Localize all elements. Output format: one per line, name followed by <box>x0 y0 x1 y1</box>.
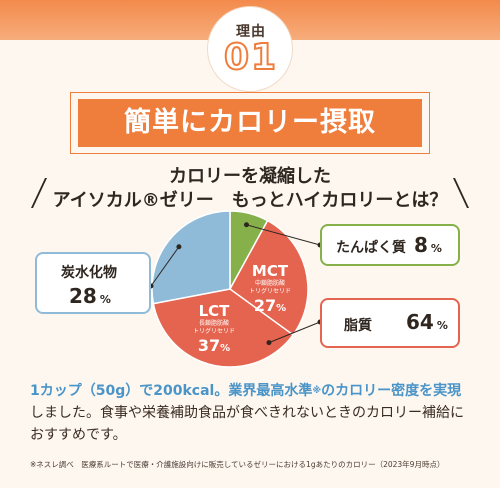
fat-label: 脂質 <box>344 318 372 334</box>
fat-divider <box>229 288 294 336</box>
leader-dot <box>176 244 182 250</box>
fat-callout: 脂質 64% <box>320 298 460 348</box>
reason-label: 理由 <box>236 24 266 40</box>
title-bar: 簡単にカロリー摂取 <box>78 99 422 147</box>
protein-label: たんぱく質 <box>336 240 406 256</box>
description-rest: しました。食事や栄養補助食品が食べきれないときのカロリー補給におすすめです。 <box>30 405 464 443</box>
pie-slice-脂質 <box>152 219 309 368</box>
leader-line-脂質 <box>268 321 321 344</box>
subtitle-line2: アイソカル®ゼリー もっとハイカロリーとは？ <box>52 190 448 211</box>
description-mark: ※ <box>312 386 322 396</box>
page-title: 簡単にカロリー摂取 <box>124 107 376 138</box>
description-highlight-2: のカロリー密度を実現 <box>321 383 462 399</box>
footnote: ※ネスレ調べ 医療系ルートで医療・介護施設向けに販売しているゼリーにおける1gあ… <box>30 460 445 469</box>
lct-label: LCT 長鎖脂肪酸 トリグリセリド 37% <box>192 302 235 355</box>
fat-value: 64% <box>406 310 448 334</box>
leader-dot <box>243 222 249 228</box>
description-highlight-1: 1カップ（50g）で200kcal。業界最高水準 <box>30 383 313 399</box>
carb-label: 炭水化物 <box>61 265 117 281</box>
subtitle-line1: カロリーを凝縮した <box>169 166 331 187</box>
leader-dot <box>266 340 272 346</box>
mct-label: MCT 中鎖脂肪酸 トリグリセリド 27% <box>248 262 291 315</box>
carb-value: 28% <box>69 284 111 308</box>
leader-line-炭水化物 <box>150 246 180 287</box>
pie-slice-炭水化物 <box>151 210 231 305</box>
protein-value: 8% <box>414 233 442 257</box>
reason-number: 01 <box>223 36 279 79</box>
reason-badge: 理由 01 <box>207 6 293 92</box>
leader-line-たんぱく質 <box>246 224 321 246</box>
title-frame <box>70 92 430 154</box>
description: 1カップ（50g）で200kcal。業界最高水準※のカロリー密度を実現しました。… <box>30 380 470 446</box>
carb-callout: 炭水化物 28% <box>35 252 151 314</box>
protein-callout: たんぱく質 8% <box>320 224 460 266</box>
